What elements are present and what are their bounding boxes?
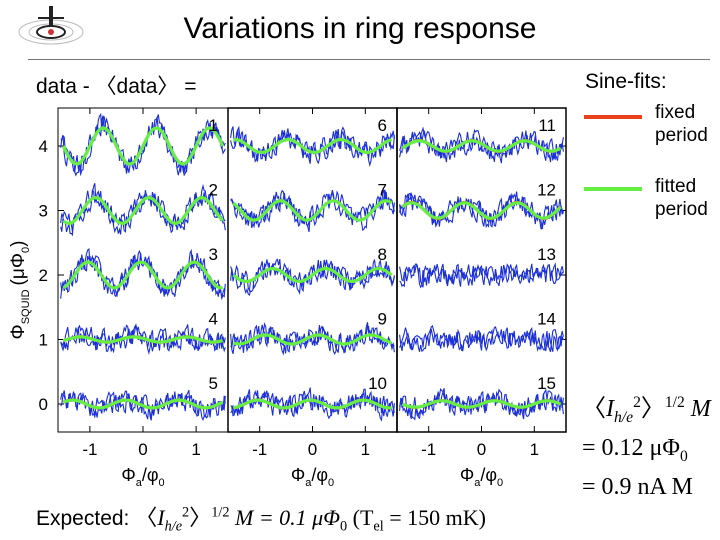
data-trace-10 — [230, 387, 395, 418]
data-trace-11 — [399, 128, 564, 164]
x-axis-label: Φa/φ0 — [460, 465, 503, 489]
fitted-period-fit-4 — [62, 335, 224, 344]
fitted-period-fit-8 — [232, 266, 393, 284]
curve-label-10: 10 — [368, 374, 387, 393]
legend-fixed-label: fixed period — [655, 102, 708, 146]
curve-label-9: 9 — [378, 310, 387, 329]
curve-label-5: 5 — [209, 374, 218, 393]
curve-label-6: 6 — [378, 116, 387, 135]
x-tick-label: 1 — [361, 440, 370, 459]
curve-label-13: 13 — [537, 245, 556, 264]
data-trace-14 — [399, 326, 564, 353]
expected-value-text: Expected: 〈Ih/e2〉1/2 M = 0.1 μΦ0 (Tel = … — [36, 504, 486, 535]
fitted-result-text: 〈Ih/e2〉1/2 M = 0.12 μΦ0 = 0.9 nA M — [582, 394, 711, 500]
x-tick-label: 0 — [138, 440, 147, 459]
data-trace-3 — [60, 248, 226, 299]
curve-label-4: 4 — [209, 310, 218, 329]
data-trace-3 — [60, 247, 226, 301]
curve-label-8: 8 — [378, 245, 387, 264]
legend-fixed-line — [584, 115, 642, 119]
y-tick-label: 3 — [39, 202, 48, 221]
data-trace-2 — [60, 183, 226, 237]
data-trace-9 — [230, 322, 395, 356]
y-tick-label: 2 — [39, 266, 48, 285]
svg-text:ΦSQUID(μΦ0): ΦSQUID(μΦ0) — [8, 241, 32, 340]
data-trace-1 — [60, 115, 226, 177]
fitted-period-fit-10 — [232, 398, 392, 410]
x-tick-label: 1 — [191, 440, 200, 459]
fitted-period-fit-6 — [233, 137, 393, 155]
curve-label-11: 11 — [538, 116, 556, 135]
x-tick-label: -1 — [252, 440, 267, 459]
x-tick-label: 0 — [477, 440, 486, 459]
data-trace-2 — [60, 183, 226, 235]
x-tick-label: -1 — [421, 440, 436, 459]
fitted-period-fit-12 — [401, 201, 562, 220]
curve-label-14: 14 — [537, 310, 556, 329]
data-trace-4 — [60, 323, 226, 355]
fitted-period-fit-7 — [232, 199, 393, 222]
curve-label-1: 1 — [209, 116, 218, 135]
data-trace-13 — [399, 263, 564, 289]
x-axis-label: Φa/φ0 — [291, 465, 334, 489]
data-trace-6 — [230, 125, 395, 168]
curve-label-2: 2 — [209, 181, 218, 200]
y-tick-label: 4 — [39, 137, 48, 156]
legend-heading: Sine-fits: — [585, 70, 667, 93]
y-axis-label: ΦSQUID(μΦ0) — [8, 241, 32, 340]
fitted-period-fit-9 — [232, 333, 393, 346]
data-trace-7 — [230, 189, 395, 233]
x-tick-label: 1 — [530, 440, 539, 459]
data-trace-9 — [230, 322, 395, 356]
fitted-period-fit-2 — [62, 195, 224, 226]
data-trace-13 — [399, 262, 564, 288]
fitted-period-fit-3 — [62, 260, 223, 290]
x-axis-label: Φa/φ0 — [121, 465, 164, 489]
y-tick-label: 0 — [39, 395, 48, 414]
legend-fitted-line — [584, 187, 642, 191]
legend-fitted-label: fitted period — [655, 176, 708, 220]
curve-label-15: 15 — [537, 374, 556, 393]
slide-title: Variations in ring response — [183, 12, 537, 45]
fitted-period-fit-15 — [401, 399, 562, 409]
data-trace-5 — [60, 391, 226, 421]
fitted-period-fit-11 — [401, 139, 562, 153]
data-minus-mean-label: data - 〈data〉 = — [36, 75, 197, 98]
curve-label-3: 3 — [209, 245, 218, 264]
curve-label-12: 12 — [537, 181, 556, 200]
fitted-period-fit-1 — [61, 126, 225, 166]
fitted-period-fit-5 — [62, 398, 224, 410]
x-tick-label: 0 — [308, 440, 317, 459]
title-divider — [28, 59, 710, 60]
lab-logo — [18, 6, 84, 45]
curve-label-7: 7 — [378, 181, 387, 200]
x-tick-label: -1 — [82, 440, 97, 459]
y-tick-label: 1 — [39, 331, 48, 350]
